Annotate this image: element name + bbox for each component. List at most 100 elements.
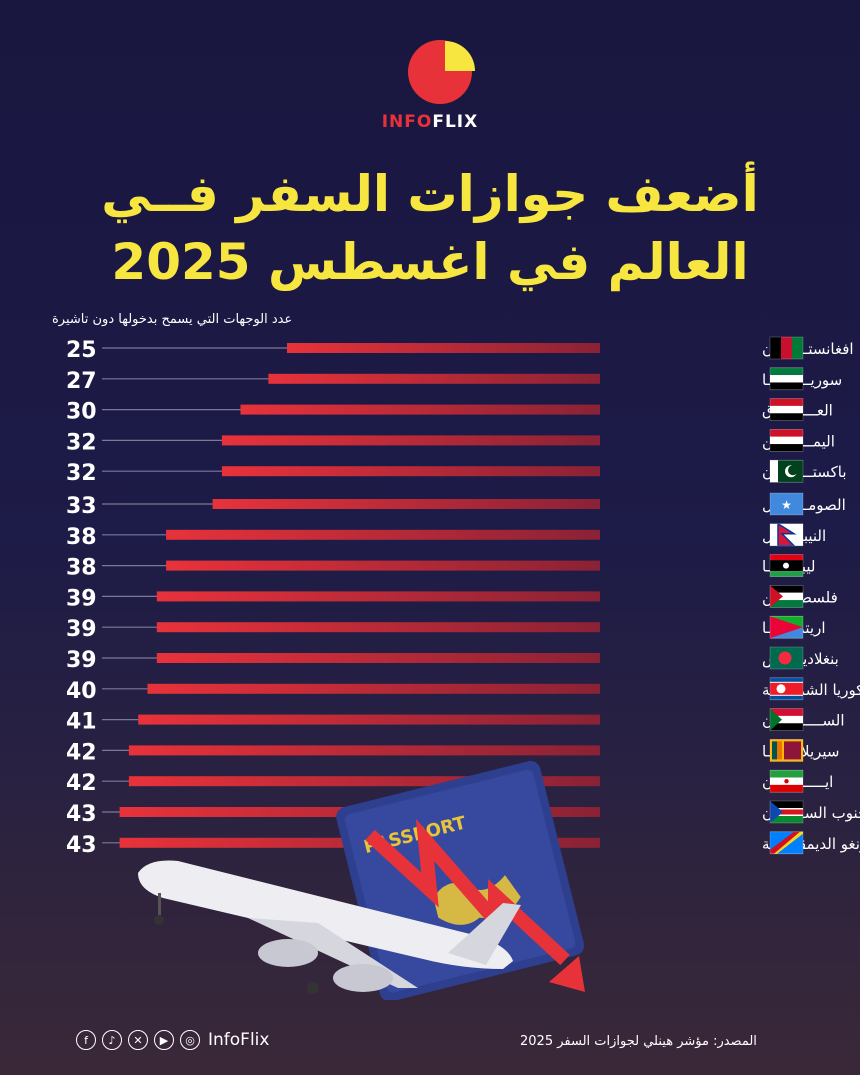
iran-flag-icon — [769, 769, 804, 793]
flag-stripe — [770, 814, 803, 816]
libya-flag-icon — [769, 554, 804, 577]
data-label: 40 — [66, 679, 97, 704]
flag-stripe — [770, 398, 803, 406]
brand-name: INFOFLIX — [0, 112, 860, 132]
flag-stripe — [770, 808, 803, 810]
bar — [268, 373, 600, 384]
flag-star: ★ — [781, 498, 792, 512]
x-icon[interactable]: ✕ — [128, 1030, 148, 1050]
bar — [156, 653, 601, 663]
flag-pennant — [777, 522, 797, 547]
flag-emblem — [784, 779, 789, 784]
data-label: 25 — [66, 338, 97, 363]
title-line-1: أضعف جوازات السفر فــي — [101, 165, 759, 223]
flag-field — [784, 741, 801, 760]
bar — [287, 343, 600, 353]
flag-stripe — [770, 375, 803, 383]
iraq-flag-icon — [769, 398, 804, 422]
data-label: 38 — [66, 525, 97, 550]
flag-stripe — [770, 715, 803, 724]
flag-stripe — [770, 571, 803, 577]
flag-stripe — [770, 592, 803, 601]
data-label: 39 — [66, 586, 97, 611]
bar — [156, 622, 601, 633]
bar — [147, 683, 600, 694]
flag-stripe — [770, 436, 803, 445]
flag-stripe — [777, 741, 782, 760]
data-label: 32 — [66, 430, 97, 455]
sudan-flag-icon — [769, 708, 804, 731]
chart-subtitle: عدد الوجهات التي يسمح بدخولها دون تاشيرة — [52, 312, 293, 327]
data-label: 32 — [66, 461, 97, 486]
flag-field — [770, 493, 803, 515]
page-title: أضعف جوازات السفر فــي العالم في اغسطس 2… — [0, 160, 860, 296]
palestine-flag-icon — [769, 585, 804, 608]
data-label: 43 — [66, 802, 97, 827]
nepal-flag-icon — [769, 523, 804, 547]
bar — [240, 404, 600, 415]
data-label: 39 — [66, 648, 97, 673]
flag-stripe — [770, 770, 803, 778]
flag-triangle — [770, 801, 783, 823]
somalia-flag-icon — [769, 492, 804, 516]
flag-stripe — [781, 337, 792, 359]
bar — [221, 466, 600, 477]
flag-stripe — [770, 444, 803, 452]
flag-stripe — [770, 460, 778, 483]
flag-stripe — [770, 337, 781, 359]
data-label: 39 — [66, 617, 97, 642]
source-note: المصدر: مؤشر هينلي لجوازات السفر 2025 — [520, 1034, 757, 1049]
brand-name-part2: FLIX — [432, 112, 479, 132]
tiktok-icon[interactable]: ♪ — [102, 1030, 122, 1050]
flag-stripe — [770, 405, 803, 414]
sri-lanka-flag-icon — [769, 739, 804, 762]
flag-stripe — [770, 723, 803, 731]
instagram-icon[interactable]: ◎ — [180, 1030, 200, 1050]
bangladesh-flag-icon — [769, 646, 804, 670]
flag-stripe — [770, 429, 803, 437]
north-korea-flag-icon — [769, 677, 804, 701]
afghanistan-flag-icon — [769, 336, 804, 360]
data-label: 42 — [66, 771, 97, 796]
flag-disc — [776, 684, 786, 694]
bar — [166, 529, 600, 540]
data-label: 33 — [66, 494, 97, 519]
flag-stripe — [770, 585, 803, 593]
data-label: 41 — [66, 710, 97, 735]
airplane-illustration — [138, 860, 521, 994]
brand-name-part1: INFO — [381, 112, 433, 132]
syria-flag-icon — [769, 367, 804, 391]
flag-stripe — [770, 382, 803, 390]
footer-social: f ♪ ✕ ▶ ◎ InfoFlix — [76, 1030, 269, 1050]
eritrea-flag-icon — [769, 615, 804, 639]
flag-stripe — [770, 682, 803, 695]
facebook-icon[interactable]: f — [76, 1030, 96, 1050]
youtube-icon[interactable]: ▶ — [154, 1030, 174, 1050]
flag-stripe — [770, 816, 803, 823]
pakistan-flag-icon — [769, 459, 804, 483]
bar — [138, 714, 600, 725]
flag-stripe — [770, 367, 803, 376]
data-label: 27 — [66, 369, 97, 394]
flag-crescent — [783, 562, 789, 569]
data-label: 30 — [66, 400, 97, 425]
bar — [128, 776, 600, 787]
bar — [156, 591, 601, 602]
flag-triangle — [770, 708, 782, 731]
flag-stripe — [770, 801, 803, 808]
social-handle: InfoFlix — [208, 1030, 270, 1050]
flag-stripe — [770, 600, 803, 608]
flag-stripe — [792, 337, 803, 359]
flag-triangle — [770, 616, 803, 639]
flag-stripe — [770, 784, 803, 793]
flag-crescent — [788, 465, 798, 476]
flag-stripe — [770, 708, 803, 716]
flag-disc — [778, 651, 792, 665]
bar — [212, 499, 600, 509]
data-label: 43 — [66, 833, 97, 858]
bar — [221, 435, 600, 446]
flag-stripe — [770, 413, 803, 421]
title-line-2: العالم في اغسطس 2025 — [111, 233, 749, 291]
south-sudan-flag-icon — [769, 800, 804, 824]
